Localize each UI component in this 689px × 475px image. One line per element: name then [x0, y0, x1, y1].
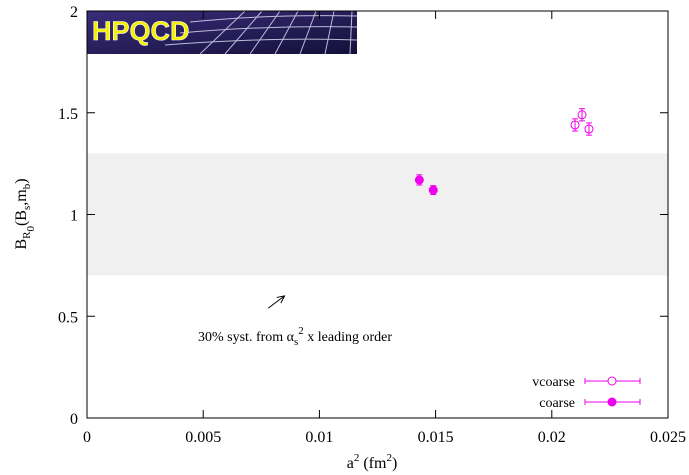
logo-text: HPQCD [92, 16, 190, 46]
point-marker [428, 185, 438, 195]
annotation-arrowhead [276, 295, 286, 304]
y-axis-label-args-sub2: b [21, 183, 33, 189]
x-axis-label: a2 (fm2) [347, 452, 398, 472]
data-point-vcoarse [570, 118, 580, 132]
legend-item-vcoarse: vcoarse [532, 375, 641, 390]
legend-label: coarse [539, 396, 575, 411]
y-axis-label-subsub: 0 [25, 226, 37, 232]
annotation-power: 2 [298, 325, 304, 337]
y-axis-label-main: B [13, 239, 30, 250]
annotation-alpha: α [287, 330, 295, 345]
x-tick-label: 0.005 [185, 429, 221, 446]
x-axis-label-unit-sup: 2 [386, 452, 392, 464]
x-tick-label: 0.015 [418, 429, 454, 446]
x-tick-label: 0.01 [305, 429, 333, 446]
legend-marker [607, 397, 617, 407]
annotation-suffix: x leading order [304, 330, 393, 345]
y-tick-label: 1 [70, 208, 78, 225]
point-marker [577, 110, 587, 120]
legend-item-coarse: coarse [539, 396, 641, 411]
annotation-arrow [267, 295, 285, 309]
y-axis-ticks [87, 10, 668, 419]
x-tick-label: 0.02 [538, 429, 566, 446]
annotation-prefix: 30% syst. from [198, 330, 287, 345]
data-point-vcoarse [584, 122, 594, 136]
y-tick-label: 0.5 [58, 309, 78, 326]
systematic-band [87, 153, 668, 276]
legend-marker [607, 376, 617, 386]
point-marker [584, 124, 594, 134]
x-tick-label: 0 [83, 429, 91, 446]
x-axis-ticks [86, 11, 669, 418]
y-axis-label-sub: R [21, 231, 33, 239]
hpqcd-logo: HPQCD [87, 11, 357, 54]
x-axis-label-unit-open: (fm [359, 455, 387, 472]
y-axis-label: BR0(Bs,mb) [13, 178, 37, 249]
y-tick-label: 0 [70, 411, 78, 428]
y-axis-label-args-open: (B [13, 210, 30, 226]
annotation-alpha-sub: s [294, 336, 298, 348]
data-point-vcoarse [577, 108, 587, 122]
x-axis-label-sup: 2 [354, 452, 360, 464]
x-axis-label-unit-close: ) [392, 455, 397, 472]
y-axis-label-args-sub1: s [21, 206, 33, 210]
y-axis-label-args-mid: ,m [13, 189, 30, 206]
legend-label: vcoarse [532, 375, 575, 390]
y-tick-label: 1.5 [58, 106, 78, 123]
point-marker [570, 120, 580, 130]
y-axis-tick-labels: 0 0.5 1 1.5 2 [58, 4, 78, 428]
y-axis-label-args-close: ) [13, 178, 30, 183]
annotation-text: 30% syst. from αs2 x leading order [198, 325, 392, 348]
data-points [414, 108, 594, 196]
data-point-coarse [414, 174, 424, 186]
data-point-coarse [428, 185, 438, 196]
x-axis-tick-labels: 0 0.005 0.01 0.015 0.02 0.025 [83, 429, 686, 446]
legend: vcoarse coarse [532, 375, 641, 411]
x-axis-label-main: a [347, 455, 354, 472]
y-tick-label: 2 [70, 4, 78, 21]
x-tick-label: 0.025 [650, 429, 686, 446]
point-marker [414, 175, 424, 185]
